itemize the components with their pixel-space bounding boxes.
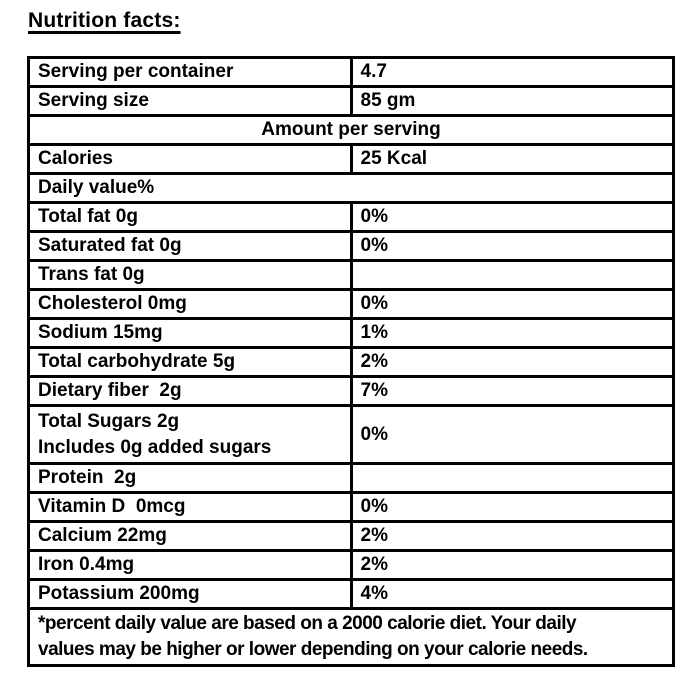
row-value-cell: 2% bbox=[349, 520, 675, 552]
table-row-iron: Iron 0.4mg 2% bbox=[27, 549, 675, 581]
table-row-sodium: Sodium 15mg 1% bbox=[27, 317, 675, 349]
row-label-cell: Trans fat 0g bbox=[27, 259, 353, 291]
row-label-cell: Cholesterol 0mg bbox=[27, 288, 353, 320]
row-label-cell: Calories bbox=[27, 143, 353, 175]
row-label-cell: Total fat 0g bbox=[27, 201, 353, 233]
row-value-cell: 0% bbox=[349, 288, 675, 320]
section-header-cell: Daily value% bbox=[27, 172, 675, 204]
table-row-total-fat: Total fat 0g 0% bbox=[27, 201, 675, 233]
table-row-calcium: Calcium 22mg 2% bbox=[27, 520, 675, 552]
row-value-cell: 85 gm bbox=[349, 85, 675, 117]
table-row-amount-per-serving: Amount per serving bbox=[27, 114, 675, 146]
table-row-potassium: Potassium 200mg 4% bbox=[27, 578, 675, 610]
row-value-cell: 25 Kcal bbox=[349, 143, 675, 175]
row-label-cell: Calcium 22mg bbox=[27, 520, 353, 552]
section-header-cell: Amount per serving bbox=[27, 114, 675, 146]
row-label-cell: Protein 2g bbox=[27, 462, 353, 494]
row-label-cell: Saturated fat 0g bbox=[27, 230, 353, 262]
row-value-cell: 0% bbox=[349, 230, 675, 262]
table-row-total-carbohydrate: Total carbohydrate 5g 2% bbox=[27, 346, 675, 378]
row-label-cell: Potassium 200mg bbox=[27, 578, 353, 610]
row-label-cell: Sodium 15mg bbox=[27, 317, 353, 349]
table-row-dietary-fiber: Dietary fiber 2g 7% bbox=[27, 375, 675, 407]
table-row-vitamin-d: Vitamin D 0mcg 0% bbox=[27, 491, 675, 523]
row-value-cell bbox=[349, 259, 675, 291]
table-row-serving-size: Serving size 85 gm bbox=[27, 85, 675, 117]
table-row-total-sugars: Total Sugars 2g Includes 0g added sugars… bbox=[27, 404, 675, 465]
table-row-footnote: *percent daily value are based on a 2000… bbox=[27, 607, 675, 667]
row-value-cell: 2% bbox=[349, 346, 675, 378]
page-title: Nutrition facts: bbox=[28, 9, 181, 32]
row-value-cell: 0% bbox=[349, 404, 675, 465]
row-value-cell: 4.7 bbox=[349, 56, 675, 88]
table-row-trans-fat: Trans fat 0g bbox=[27, 259, 675, 291]
row-label-cell: Total carbohydrate 5g bbox=[27, 346, 353, 378]
row-label-cell: Vitamin D 0mcg bbox=[27, 491, 353, 523]
row-label-cell: Serving per container bbox=[27, 56, 353, 88]
row-label-cell: Serving size bbox=[27, 85, 353, 117]
row-label-cell: Total Sugars 2g Includes 0g added sugars bbox=[27, 404, 353, 465]
table-row-serving-per-container: Serving per container 4.7 bbox=[27, 56, 675, 88]
row-value-cell: 2% bbox=[349, 549, 675, 581]
table-row-daily-value: Daily value% bbox=[27, 172, 675, 204]
row-label-cell: Iron 0.4mg bbox=[27, 549, 353, 581]
row-value-cell: 1% bbox=[349, 317, 675, 349]
row-value-cell: 4% bbox=[349, 578, 675, 610]
table-row-calories: Calories 25 Kcal bbox=[27, 143, 675, 175]
table-row-saturated-fat: Saturated fat 0g 0% bbox=[27, 230, 675, 262]
nutrition-facts-table: Serving per container 4.7 Serving size 8… bbox=[27, 56, 675, 667]
row-value-cell: 7% bbox=[349, 375, 675, 407]
row-label-cell: Dietary fiber 2g bbox=[27, 375, 353, 407]
row-value-cell: 0% bbox=[349, 201, 675, 233]
row-value-cell: 0% bbox=[349, 491, 675, 523]
table-row-cholesterol: Cholesterol 0mg 0% bbox=[27, 288, 675, 320]
table-row-protein: Protein 2g bbox=[27, 462, 675, 494]
footnote-cell: *percent daily value are based on a 2000… bbox=[27, 607, 675, 667]
row-value-cell bbox=[349, 462, 675, 494]
